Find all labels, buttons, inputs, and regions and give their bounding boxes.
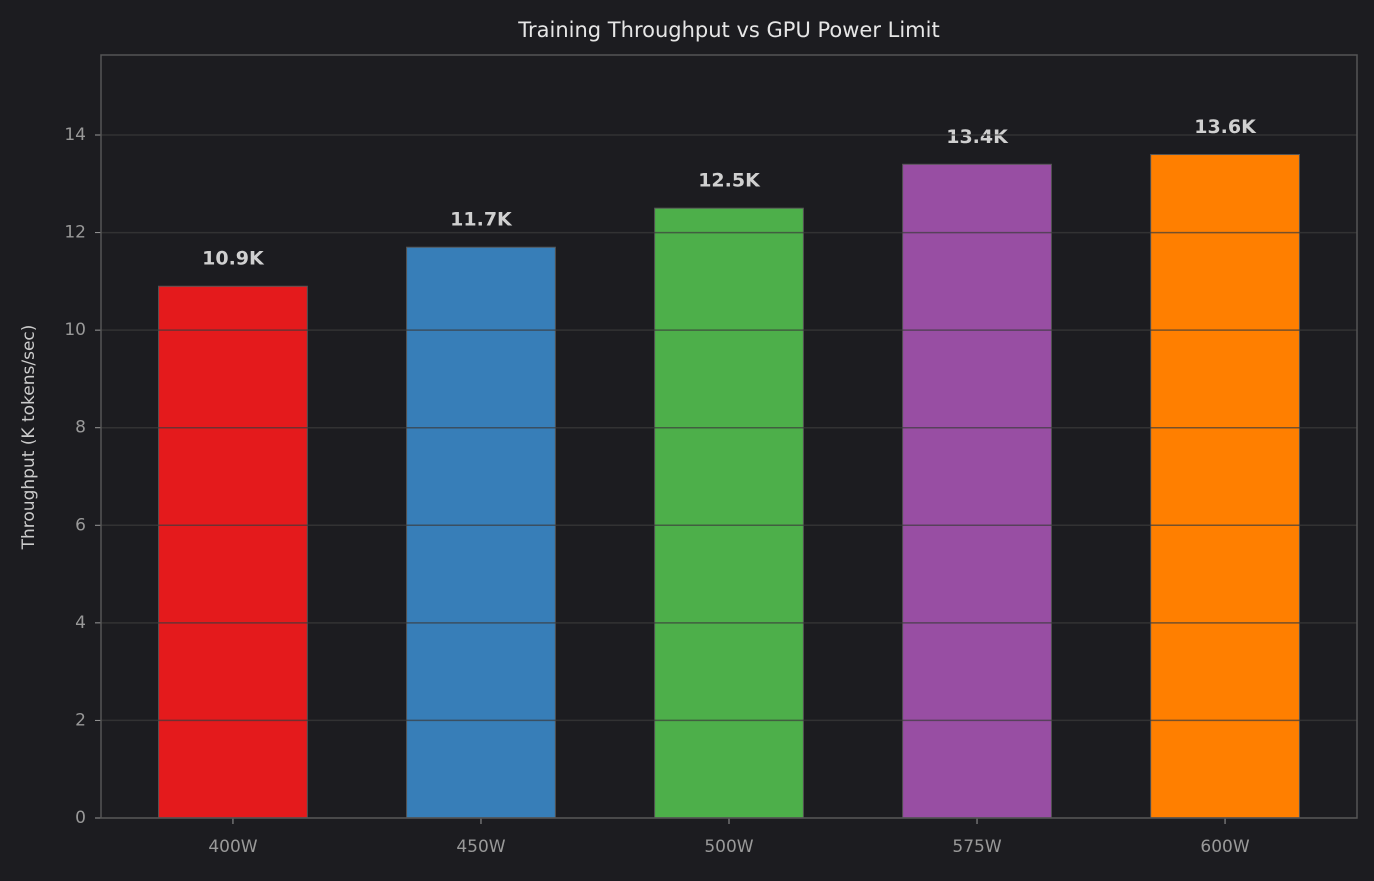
- x-tick-label: 500W: [704, 837, 753, 857]
- y-tick-label: 6: [75, 515, 86, 535]
- bar: [902, 163, 1052, 819]
- bar: [158, 285, 308, 819]
- value-label: 11.7K: [450, 209, 513, 231]
- value-label: 13.4K: [946, 126, 1009, 148]
- y-tick-label: 10: [64, 320, 86, 340]
- value-label: 13.6K: [1194, 116, 1257, 138]
- x-tick-label: 575W: [952, 837, 1001, 857]
- value-label: 10.9K: [202, 248, 265, 270]
- plot-frame: [100, 54, 1358, 819]
- bar: [1150, 154, 1300, 819]
- bar: [654, 207, 804, 819]
- y-tick-label: 4: [75, 613, 86, 633]
- value-label: 12.5K: [698, 170, 761, 192]
- y-tick-label: 0: [75, 808, 86, 828]
- y-axis-label: Throughput (K tokens/sec): [19, 325, 39, 551]
- bar: [406, 246, 556, 819]
- x-tick-label: 400W: [208, 837, 257, 857]
- y-tick-label: 14: [64, 125, 86, 145]
- y-tick-label: 8: [75, 418, 86, 438]
- x-tick-label: 450W: [456, 837, 505, 857]
- chart-title: Training Throughput vs GPU Power Limit: [517, 18, 939, 42]
- y-tick-label: 12: [64, 223, 86, 243]
- y-tick-label: 2: [75, 710, 86, 730]
- x-tick-label: 600W: [1200, 837, 1249, 857]
